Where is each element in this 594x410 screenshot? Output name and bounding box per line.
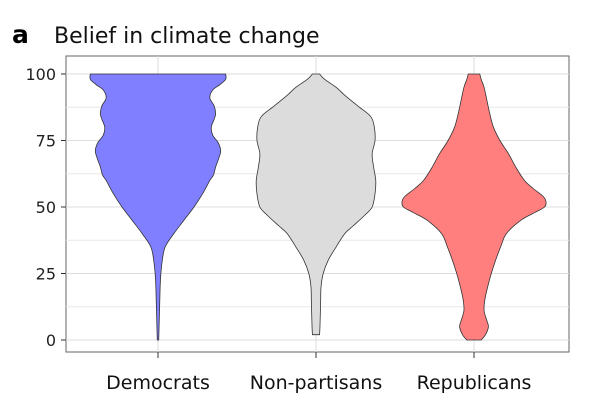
y-tick-label: 50 bbox=[36, 198, 56, 217]
violin-democrats bbox=[89, 73, 227, 341]
y-tick-label: 100 bbox=[25, 65, 56, 84]
panel-letter: a bbox=[12, 20, 29, 49]
violin-layer bbox=[89, 73, 547, 341]
chart-title: Belief in climate change bbox=[54, 24, 320, 49]
violin-republicans bbox=[401, 73, 547, 341]
x-tick-label: Democrats bbox=[106, 372, 210, 394]
y-tick-label: 0 bbox=[46, 331, 56, 350]
y-tick-label: 25 bbox=[36, 265, 56, 284]
y-axis: 0 25 50 75 100 bbox=[25, 65, 66, 350]
y-tick-label: 75 bbox=[36, 132, 56, 151]
x-axis: Democrats Non-partisans Republicans bbox=[106, 352, 531, 394]
x-tick-label: Non-partisans bbox=[250, 372, 382, 394]
x-tick-label: Republicans bbox=[417, 372, 532, 394]
plot-area bbox=[65, 55, 570, 353]
violin-non-partisans bbox=[255, 73, 377, 336]
